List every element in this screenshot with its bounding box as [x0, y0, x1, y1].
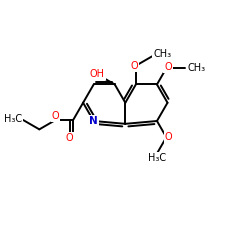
- Text: N: N: [89, 116, 98, 126]
- Text: O: O: [165, 132, 172, 142]
- Text: O: O: [164, 62, 172, 72]
- Text: CH₃: CH₃: [153, 50, 172, 59]
- Text: CH₃: CH₃: [188, 63, 206, 73]
- Text: O: O: [130, 61, 138, 71]
- Text: H₃C: H₃C: [4, 114, 22, 124]
- Text: H₃C: H₃C: [148, 153, 166, 163]
- Text: O: O: [65, 132, 73, 142]
- Text: O: O: [52, 111, 60, 121]
- Text: OH: OH: [90, 69, 105, 79]
